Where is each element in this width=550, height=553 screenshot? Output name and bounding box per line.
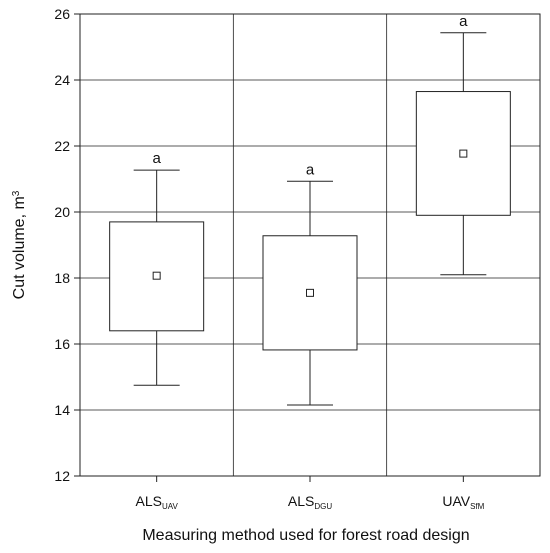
x-tick-label: UAVSfM xyxy=(442,493,484,511)
x-tick-label-subscript: SfM xyxy=(470,502,485,511)
mean-marker xyxy=(459,149,468,158)
box-layer: a a a xyxy=(109,13,511,406)
y-axis-title-text: Cut volume, m xyxy=(11,196,28,299)
x-tick-label-main: ALS xyxy=(288,493,314,509)
y-tick-label: 18 xyxy=(54,270,70,286)
x-tick-label: ALSDGU xyxy=(288,493,332,511)
y-tick-label: 12 xyxy=(54,468,70,484)
y-tick-label: 24 xyxy=(54,72,70,88)
y-tick-label: 16 xyxy=(54,336,70,352)
x-tick-label-main: UAV xyxy=(442,493,470,509)
x-tick-label-subscript: UAV xyxy=(162,502,179,511)
group-label: a xyxy=(306,161,315,178)
x-tick-label: ALSUAV xyxy=(136,493,179,511)
x-tick-label-main: ALS xyxy=(136,493,162,509)
x-tick-label-subscript: DGU xyxy=(314,502,332,511)
y-axis-title: Cut volume, m3 xyxy=(11,190,29,299)
y-tick-label: 26 xyxy=(54,6,70,22)
x-axis-title: Measuring method used for forest road de… xyxy=(142,527,469,544)
mean-marker xyxy=(306,288,314,297)
y-axis-title-superscript: 3 xyxy=(11,190,22,196)
group-label: a xyxy=(459,13,468,30)
y-tick-label: 20 xyxy=(54,204,70,220)
mean-marker xyxy=(152,271,161,280)
y-tick-label: 22 xyxy=(54,138,70,154)
group-label: a xyxy=(152,150,161,167)
y-tick-label: 14 xyxy=(54,402,70,418)
